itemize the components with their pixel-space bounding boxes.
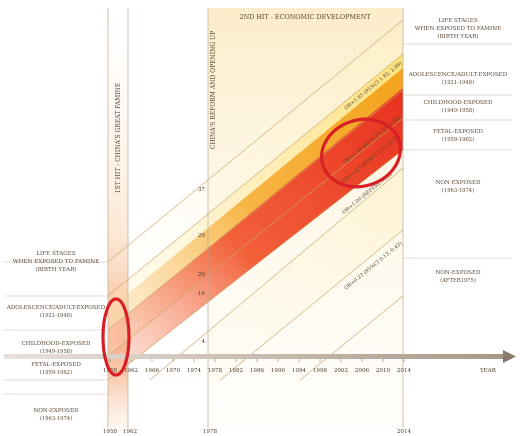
- left-legend-years: (1963-1974): [40, 415, 72, 422]
- right-legend-group: NON-EXPOSED: [435, 180, 481, 186]
- year-tick-label: 1978: [208, 368, 223, 374]
- year-tick-label: 1986: [250, 368, 265, 374]
- title-second-hit: 2ND HIT - ECONOMIC DEVELOPMENT: [240, 13, 372, 21]
- year-tick-label: 1962: [124, 368, 139, 374]
- age-tick: 4: [201, 339, 205, 345]
- right-legend-group: CHILDHOOD-EXPOSED: [424, 100, 493, 106]
- axis-label: YEAR: [479, 368, 497, 374]
- left-legend-group: FETAL-EXPOSED: [31, 362, 81, 368]
- right-legend-lines: [403, 43, 512, 259]
- year-tick-label: 2014: [397, 368, 412, 374]
- right-legend-years: (1963-1974): [442, 187, 474, 194]
- year-tick-label: 1970: [166, 368, 181, 374]
- highlight-ring-or-labels: [320, 117, 402, 189]
- bottom-year: 2014: [397, 429, 412, 435]
- right-legend-years: (AFTER1975): [440, 277, 476, 284]
- band-boundaries: [107, 19, 404, 381]
- bottom-year-labels: 1958 1962 1978 2014: [103, 429, 412, 435]
- left-legend-header: LIFE STAGES: [36, 251, 76, 257]
- title-reform: CHINA'S REFORM AND OPENING UP: [210, 31, 217, 149]
- year-tick-label: 2006: [355, 368, 370, 374]
- left-legend-header: (BIRTH YEAR): [35, 266, 76, 273]
- axis-arrowhead: [503, 350, 516, 363]
- age-tick: 29: [198, 233, 206, 239]
- right-legend-header: (BIRTH YEAR): [437, 33, 478, 40]
- left-legend-years: (1921-1948): [40, 312, 72, 319]
- right-legend-group: ADOLESCENCE/ADULT-EXPOSED: [408, 72, 508, 78]
- age-markers: 37 29 20 16 4: [198, 187, 206, 345]
- band-red: [108, 88, 403, 380]
- year-tick-label: 2010: [376, 368, 391, 374]
- bottom-year: 1962: [123, 429, 138, 435]
- left-legend: LIFE STAGES WHEN EXPOSED TO FAMINE (BIRT…: [6, 251, 106, 422]
- year-tick-label: 1982: [229, 368, 244, 374]
- right-legend: LIFE STAGES WHEN EXPOSED TO FAMINE (BIRT…: [408, 18, 508, 284]
- year-tick-label: 2002: [334, 368, 349, 374]
- year-tick-label: 1994: [292, 368, 307, 374]
- left-legend-group: CHILDHOOD-EXPOSED: [22, 341, 91, 347]
- age-tick: 37: [198, 187, 206, 193]
- right-legend-group: NON-EXPOSED: [435, 270, 481, 276]
- right-legend-header: LIFE STAGES: [438, 18, 478, 24]
- year-tick-label: 1990: [271, 368, 286, 374]
- right-legend-years: (1949-1958): [442, 107, 474, 114]
- left-legend-group: ADOLESCENCE/ADULT-EXPOSED: [6, 305, 106, 311]
- right-legend-years: (1959-1962): [442, 136, 474, 143]
- left-legend-years: (1959-1962): [40, 369, 72, 376]
- right-legend-group: FETAL-EXPOSED: [433, 129, 483, 135]
- year-tick-label: 1998: [313, 368, 328, 374]
- left-legend-group: NON-EXPOSED: [33, 408, 79, 414]
- axis-bar: [4, 354, 504, 359]
- highlight-ring-fetal-cohort: [101, 297, 131, 377]
- age-tick: 20: [198, 272, 206, 278]
- age-tick: 16: [198, 291, 206, 297]
- year-tick-label: 1966: [145, 368, 160, 374]
- bottom-year: 1978: [203, 429, 218, 435]
- right-legend-header: WHEN EXPOSED TO FAMINE: [415, 26, 501, 32]
- band-pale-upper: [108, 20, 403, 296]
- title-first-hit: 1ST HIT - CHINA'S GREAT FAMINE: [115, 83, 122, 193]
- year-axis: [4, 350, 516, 363]
- left-legend-years: (1949-1958): [40, 348, 72, 355]
- right-legend-years: (1921-1948): [442, 79, 474, 86]
- bottom-year: 1958: [103, 429, 118, 435]
- year-tick-label: 1974: [187, 368, 202, 374]
- left-legend-header: WHEN EXPOSED TO FAMINE: [13, 259, 99, 265]
- left-legend-lines: [4, 261, 108, 395]
